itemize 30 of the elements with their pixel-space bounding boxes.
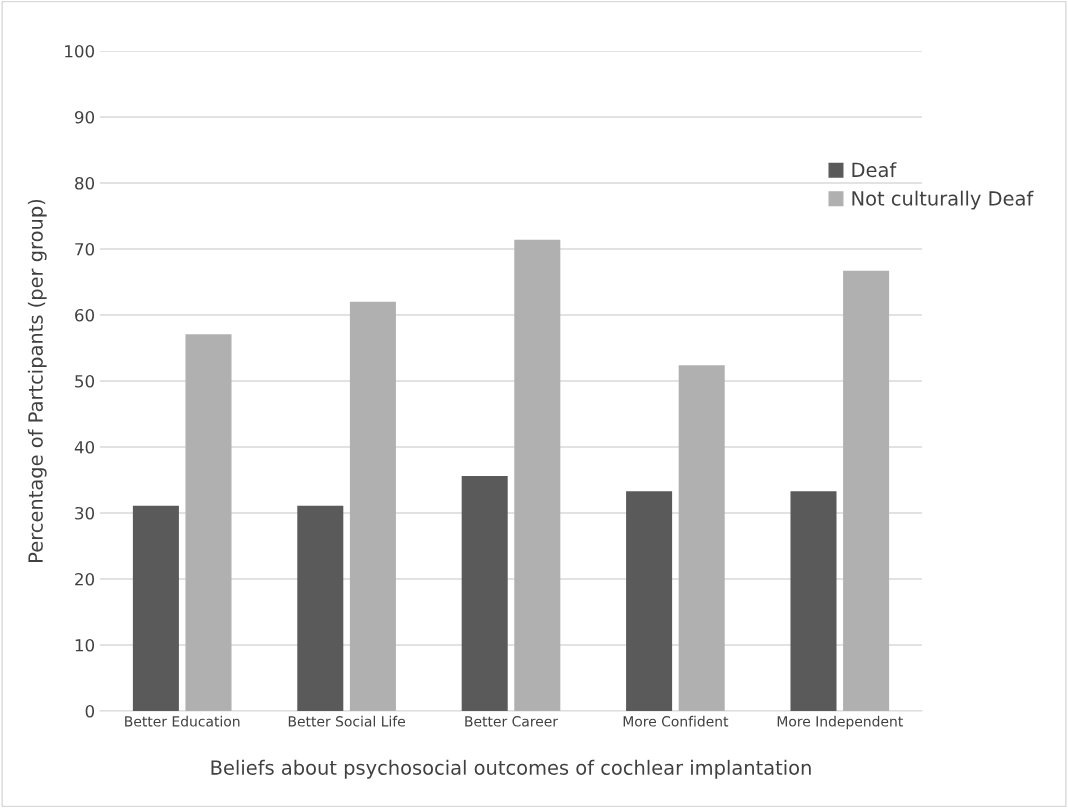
x-axis-title: Beliefs about psychosocial outcomes of cochlear implantation	[211, 759, 811, 779]
x-tick-label: More Confident	[623, 715, 729, 727]
y-tick-label: 80	[75, 176, 95, 190]
bar	[790, 491, 837, 711]
bar	[297, 505, 344, 711]
y-tick-label: 90	[74, 110, 95, 124]
y-tick-label: 70	[75, 242, 95, 256]
y-axis-title: Percentage of Partcipants (per group)	[27, 199, 47, 562]
bar	[349, 301, 396, 711]
x-tick-label: More Independent	[777, 715, 903, 730]
bar	[843, 270, 890, 711]
bar	[514, 239, 561, 711]
legend-label: Not culturally Deaf	[852, 190, 1034, 210]
y-tick-label: 100	[65, 44, 95, 58]
x-tick-label: Better Social Life	[288, 715, 405, 727]
y-tick-label: 10	[75, 638, 95, 652]
x-tick-label: Better Education	[125, 715, 240, 727]
x-tick-label: Better Career	[465, 716, 559, 727]
bar	[678, 365, 725, 711]
bar	[461, 476, 508, 711]
bar	[132, 505, 179, 711]
y-tick-label: 40	[74, 440, 95, 454]
bar	[626, 491, 673, 711]
y-tick-label: 30	[75, 506, 95, 520]
y-tick-label: 60	[75, 308, 95, 322]
y-tick-label: 0	[85, 704, 95, 718]
y-tick-label: 50	[75, 374, 95, 388]
bar	[185, 334, 232, 711]
legend-label: Deaf	[852, 162, 897, 178]
y-tick-label: 20	[75, 572, 95, 586]
